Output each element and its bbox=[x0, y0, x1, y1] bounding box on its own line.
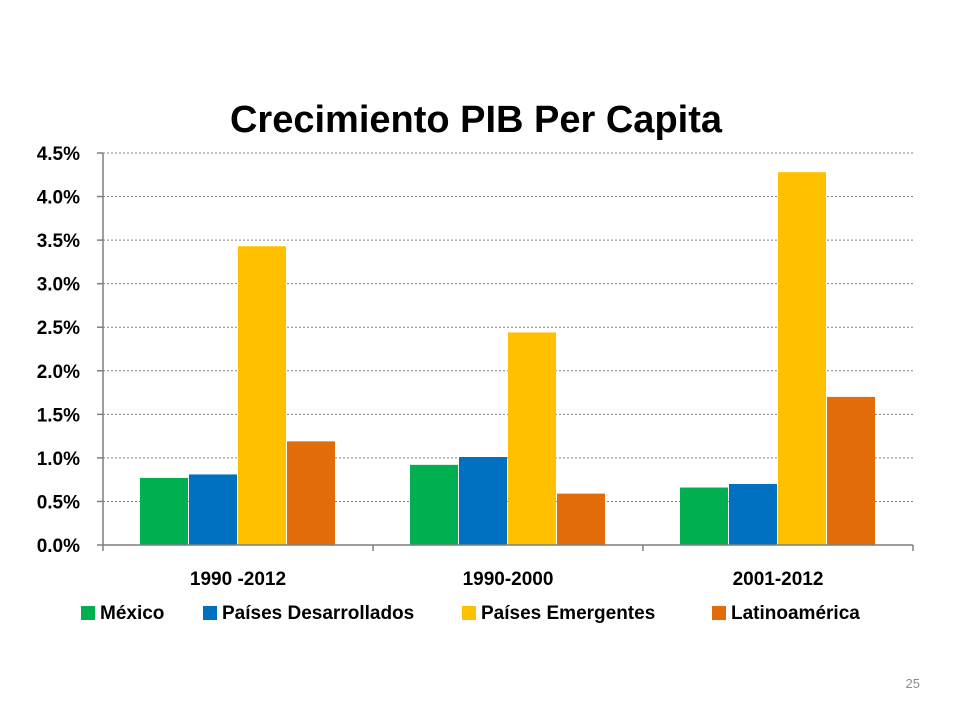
bar bbox=[287, 441, 335, 545]
x-tick-label: 2001-2012 bbox=[733, 569, 824, 590]
legend-label: México bbox=[100, 603, 164, 624]
y-tick-label: 4.0% bbox=[37, 188, 80, 209]
y-tick-label: 3.0% bbox=[37, 275, 80, 296]
y-tick-label: 3.5% bbox=[37, 231, 80, 252]
bar bbox=[508, 332, 556, 545]
bar bbox=[459, 457, 507, 545]
bar bbox=[778, 172, 826, 546]
y-tick-label: 4.5% bbox=[37, 144, 80, 165]
legend-swatch bbox=[203, 606, 217, 620]
bar bbox=[557, 493, 605, 545]
legend-swatch bbox=[462, 606, 476, 620]
axes bbox=[102, 153, 913, 546]
y-tick-label: 1.0% bbox=[37, 449, 80, 470]
legend-label: Países Emergentes bbox=[481, 603, 655, 624]
bar bbox=[140, 477, 188, 545]
y-tick-label: 2.5% bbox=[37, 318, 80, 339]
bar bbox=[238, 246, 286, 545]
legend-swatch bbox=[712, 606, 726, 620]
legend-label: Países Desarrollados bbox=[222, 603, 414, 624]
bar bbox=[189, 474, 237, 545]
bar bbox=[729, 484, 777, 545]
legend-swatch bbox=[81, 606, 95, 620]
x-axis-ticks: 1990 -2012 1990-2000 2001-2012 bbox=[102, 545, 914, 590]
x-tick-label: 1990-2000 bbox=[463, 569, 554, 590]
bar bbox=[410, 464, 458, 545]
y-tick-label: 0.0% bbox=[37, 536, 80, 557]
x-tick-label: 1990 -2012 bbox=[190, 569, 286, 590]
y-tick-label: 0.5% bbox=[37, 492, 80, 513]
y-tick-label: 2.0% bbox=[37, 362, 80, 383]
bar bbox=[680, 487, 728, 545]
legend-label: Latinoamérica bbox=[731, 603, 860, 624]
page-number: 25 bbox=[905, 676, 920, 691]
chart-title: Crecimiento PIB Per Capita bbox=[230, 99, 723, 141]
bars bbox=[140, 172, 875, 546]
y-tick-label: 1.5% bbox=[37, 405, 80, 426]
bar bbox=[827, 396, 875, 545]
y-axis-ticks: 0.0% 0.5% 1.0% 1.5% 2.0% 2.5% 3.0% 3.5% 4.0% 4.5% bbox=[37, 144, 103, 557]
legend: México Países Desarrollados Países Emergen… bbox=[81, 603, 860, 624]
